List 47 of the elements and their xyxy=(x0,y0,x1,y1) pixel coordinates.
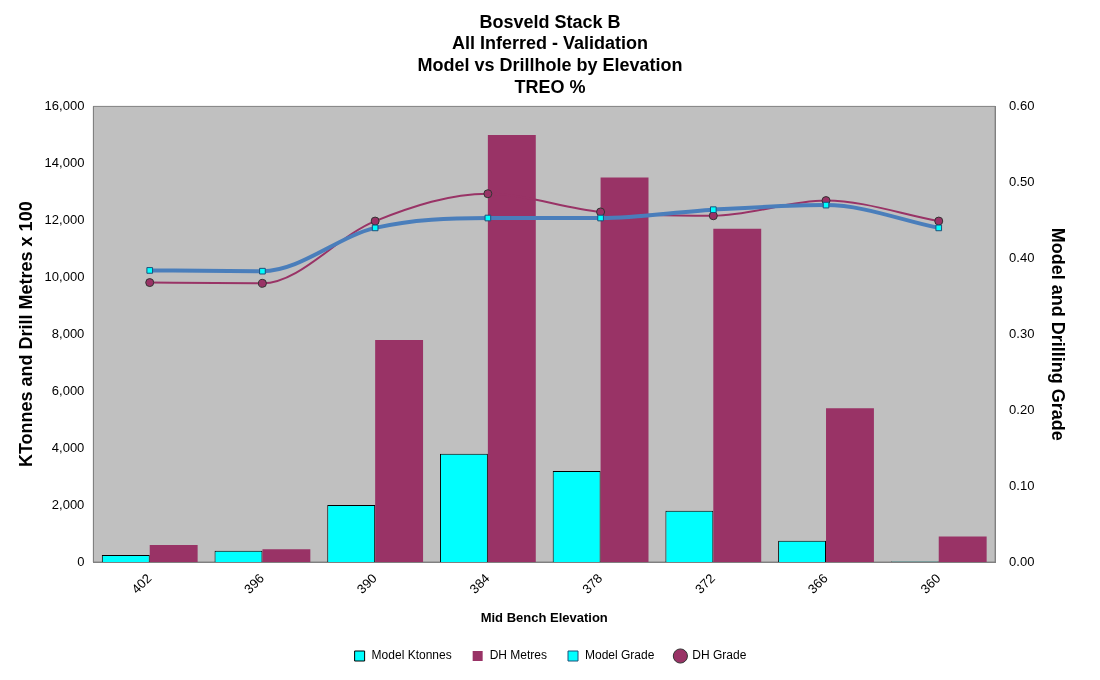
y2-tick-label: 0.50 xyxy=(1009,173,1035,189)
y-tick-label: 14,000 xyxy=(44,154,85,170)
point xyxy=(257,278,267,288)
bar xyxy=(375,339,424,563)
x-tick-label: 402 xyxy=(128,570,155,597)
legend-label: Model Ktonnes xyxy=(371,648,452,663)
y2-tick-label: 0.00 xyxy=(1009,553,1035,569)
y2-tick-label: 0.40 xyxy=(1009,249,1035,265)
y-tick-label: 8,000 xyxy=(51,325,85,341)
y-tick-label: 12,000 xyxy=(44,211,85,227)
point xyxy=(934,216,944,226)
point xyxy=(483,189,493,199)
legend-label: Model Grade xyxy=(585,648,655,663)
bar xyxy=(713,228,762,563)
text: All Inferred - Validation xyxy=(451,33,649,54)
y2-axis-title: Model and Drilling Grade xyxy=(1048,227,1069,441)
y2-tick-label: 0.60 xyxy=(1009,97,1035,113)
x-tick-label: 384 xyxy=(466,570,493,597)
legend-label: DH Grade xyxy=(692,648,747,663)
x-tick-label: 366 xyxy=(804,570,831,597)
text: Model vs Drillhole by Elevation xyxy=(417,54,683,75)
x-tick-label: 360 xyxy=(917,570,944,597)
x-tick-label: 372 xyxy=(692,570,718,597)
x-axis-title: Mid Bench Elevation xyxy=(480,609,608,625)
y-tick-label: 0 xyxy=(77,553,85,569)
x-tick-label: 390 xyxy=(353,570,380,597)
x-tick-label: 396 xyxy=(241,570,268,597)
y-tick-label: 4,000 xyxy=(51,439,85,455)
y2-tick-label: 0.10 xyxy=(1009,477,1035,493)
bar xyxy=(938,536,987,563)
y-tick-label: 10,000 xyxy=(44,268,85,284)
y-tick-label: 16,000 xyxy=(44,97,85,113)
legend-label: DH Metres xyxy=(489,648,548,663)
bar xyxy=(262,549,311,563)
y-tick-label: 6,000 xyxy=(51,382,85,398)
point xyxy=(370,216,380,226)
bar xyxy=(149,544,198,563)
y2-tick-label: 0.20 xyxy=(1009,401,1035,417)
point xyxy=(596,207,606,217)
y2-tick-label: 0.30 xyxy=(1009,325,1035,341)
point xyxy=(145,278,155,288)
text: Bosveld Stack B xyxy=(479,11,621,32)
y-axis-title: KTonnes and Drill Metres x 100 xyxy=(15,201,36,468)
text: TREO % xyxy=(514,76,586,97)
x-tick-label: 378 xyxy=(579,570,606,597)
y-tick-label: 2,000 xyxy=(51,496,85,512)
bar xyxy=(826,408,874,563)
